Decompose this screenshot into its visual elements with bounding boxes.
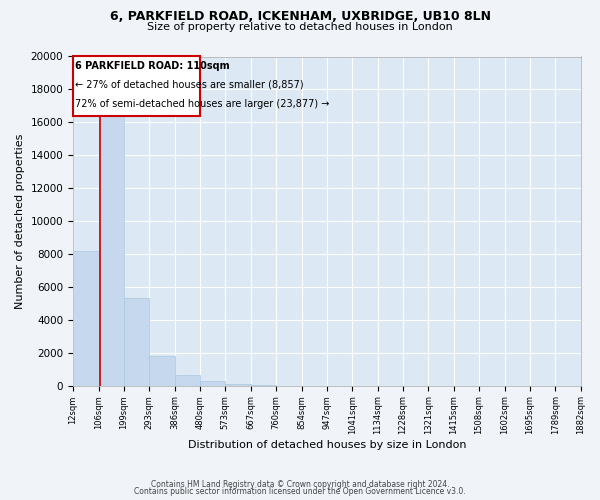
Bar (73, 250, 98, 386)
Y-axis label: Number of detached properties: Number of detached properties (15, 134, 25, 308)
Bar (200, 381, 225, 386)
Bar (251, 384, 276, 386)
Bar (124, 298, 149, 386)
Bar (225, 384, 251, 386)
Text: Contains public sector information licensed under the Open Government Licence v3: Contains public sector information licen… (134, 488, 466, 496)
Text: ← 27% of detached houses are smaller (8,857): ← 27% of detached houses are smaller (8,… (75, 80, 304, 90)
Bar (73, 56, 200, 116)
Text: 6, PARKFIELD ROAD, ICKENHAM, UXBRIDGE, UB10 8LN: 6, PARKFIELD ROAD, ICKENHAM, UXBRIDGE, U… (110, 10, 491, 23)
Text: 6 PARKFIELD ROAD: 110sqm: 6 PARKFIELD ROAD: 110sqm (75, 62, 230, 72)
Bar (98, 112, 124, 386)
Text: Contains HM Land Registry data © Crown copyright and database right 2024.: Contains HM Land Registry data © Crown c… (151, 480, 449, 489)
Text: 72% of semi-detached houses are larger (23,877) →: 72% of semi-detached houses are larger (… (75, 99, 329, 109)
Text: Size of property relative to detached houses in London: Size of property relative to detached ho… (147, 22, 453, 32)
X-axis label: Distribution of detached houses by size in London: Distribution of detached houses by size … (188, 440, 466, 450)
Bar (175, 375, 200, 386)
Bar (149, 356, 175, 386)
